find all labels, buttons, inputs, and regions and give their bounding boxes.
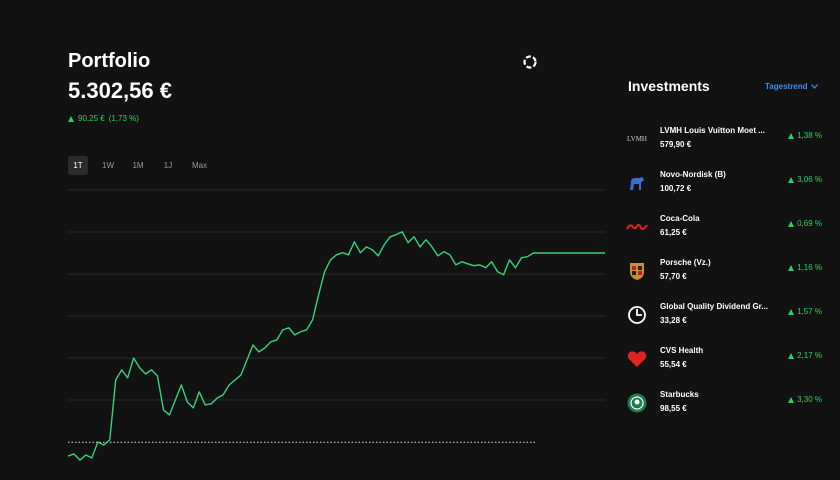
company-change: 2,17 % [788, 351, 822, 360]
company-logo [626, 172, 648, 194]
sort-dropdown[interactable]: Tagestrend [765, 82, 818, 91]
logo-icon [627, 393, 647, 413]
change-value: 1,38 % [797, 131, 822, 140]
change-pct: (1,73 %) [108, 114, 139, 123]
range-tab[interactable]: 1W [102, 161, 114, 170]
loading-icon [523, 55, 537, 69]
up-arrow [788, 176, 795, 183]
up-arrow [788, 264, 795, 271]
company-change: 3,06 % [788, 175, 822, 184]
company-logo [626, 260, 648, 282]
logo-icon [630, 263, 644, 280]
up-arrow [788, 308, 795, 315]
investment-row[interactable]: Coca-Cola 61,25 € 0,69 % [626, 214, 822, 248]
company-logo [626, 392, 648, 414]
company-logo [626, 348, 648, 370]
investment-row[interactable]: LVMH LVMH Louis Vuitton Moet ... 579,90 € 1… [626, 126, 822, 160]
change-value: 1,16 % [797, 263, 822, 272]
sort-label[interactable]: Tagestrend [765, 82, 808, 91]
company-name: Coca-Cola [660, 214, 700, 223]
change-value: 2,17 % [797, 351, 822, 360]
company-price: 579,90 € [660, 140, 692, 149]
investment-row[interactable]: CVS Health 55,54 € 2,17 % [626, 346, 822, 380]
up-arrow [788, 220, 795, 227]
price-line [67, 231, 605, 461]
investment-row[interactable]: Novo-Nordisk (B) 100,72 € 3,06 % [626, 170, 822, 204]
investment-row[interactable]: Porsche (Vz.) 57,70 € 1,16 % [626, 258, 822, 292]
logo-text: LVMH [627, 135, 647, 143]
change-abs: 90,25 € [78, 114, 105, 123]
change-value: 0,69 % [797, 219, 822, 228]
company-change: 1,57 % [788, 307, 822, 316]
company-price: 33,28 € [660, 316, 687, 325]
change-value: 3,30 % [797, 395, 822, 404]
change-value: 3,06 % [797, 175, 822, 184]
company-logo [626, 216, 648, 238]
logo-icon [628, 306, 646, 324]
company-name: LVMH Louis Vuitton Moet ... [660, 126, 765, 135]
company-change: 1,38 % [788, 131, 822, 140]
company-price: 61,25 € [660, 228, 687, 237]
company-price: 100,72 € [660, 184, 692, 193]
up-arrow [68, 115, 74, 122]
logo-icon [630, 177, 644, 190]
portfolio-value: 5.302,56 € [68, 78, 172, 103]
investment-row[interactable]: Starbucks 98,55 € 3,30 % [626, 390, 822, 424]
company-price: 57,70 € [660, 272, 687, 281]
chevron [810, 84, 818, 89]
up-arrow [788, 352, 795, 359]
up-arrow [788, 396, 795, 403]
portfolio-title: Portfolio [68, 50, 151, 72]
company-price: 98,55 € [660, 404, 687, 413]
company-change: 1,16 % [788, 263, 822, 272]
investment-row[interactable]: Global Quality Dividend Gr... 33,28 € 1,57… [626, 302, 822, 336]
company-logo [626, 304, 648, 326]
range-tabs: 1T 1W 1M 1J Max [68, 156, 211, 175]
range-tab[interactable]: Max [192, 161, 208, 170]
change-value: 1,57 % [797, 307, 822, 316]
company-name: Starbucks [660, 390, 699, 399]
range-tab[interactable]: 1J [163, 161, 173, 170]
company-change: 0,69 % [788, 219, 822, 228]
range-tab[interactable]: 1M [132, 161, 144, 170]
portfolio-change: 90,25 € (1,73 %) [68, 114, 139, 123]
company-name: Novo-Nordisk (B) [660, 170, 726, 179]
investments-title: Investments [628, 78, 710, 94]
company-name: Porsche (Vz.) [660, 258, 711, 267]
range-tab[interactable]: 1T [68, 156, 88, 175]
company-change: 3,30 % [788, 395, 822, 404]
logo-icon [627, 351, 647, 367]
up-arrow [788, 132, 795, 139]
company-name: Global Quality Dividend Gr... [660, 302, 769, 311]
company-logo: LVMH [626, 128, 648, 150]
company-price: 55,54 € [660, 360, 687, 369]
logo-icon [626, 223, 648, 230]
company-name: CVS Health [660, 346, 704, 355]
